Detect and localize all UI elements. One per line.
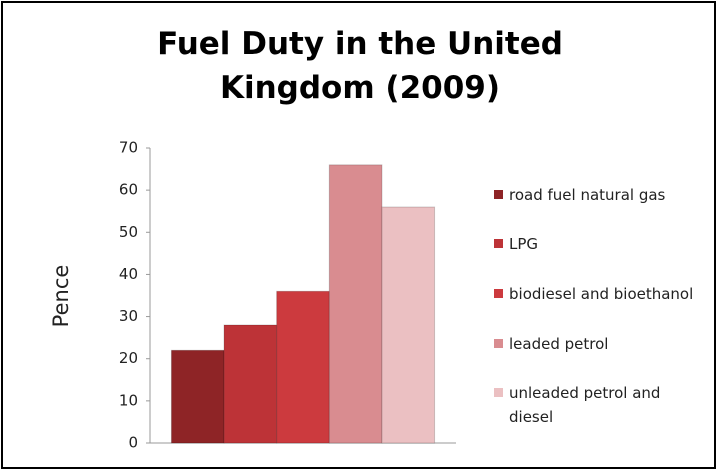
y-tick-label: 60: [119, 181, 138, 199]
legend-item: biodiesel and bioethanol: [492, 282, 707, 306]
legend-swatch: [494, 288, 503, 298]
y-tick-label: 20: [119, 349, 138, 367]
legend-item: leaded petrol: [492, 332, 707, 356]
bar: [276, 290, 330, 444]
y-axis-title: Pence: [49, 265, 73, 328]
legend-label: unleaded petrol and diesel: [509, 384, 661, 427]
y-tick-label: 30: [119, 307, 138, 325]
legend-label: biodiesel and bioethanol: [509, 284, 694, 303]
legend-swatch: [494, 388, 503, 398]
legend-item: unleaded petrol and diesel: [492, 381, 707, 429]
legend-label: leaded petrol: [509, 334, 609, 353]
y-tick-label: 70: [119, 139, 138, 157]
legend-swatch: [494, 189, 503, 199]
legend: road fuel natural gas LPG biodiesel and bi…: [492, 170, 707, 442]
bar: [170, 349, 225, 444]
y-tick-label: 40: [119, 265, 138, 283]
legend-label: LPG: [509, 235, 539, 254]
y-tick-label: 0: [128, 434, 138, 452]
y-tick-label: 50: [119, 223, 138, 241]
legend-swatch: [494, 239, 503, 249]
y-tick-label: 10: [119, 391, 138, 409]
bar: [223, 324, 278, 444]
legend-label: road fuel natural gas: [509, 185, 666, 204]
bar: [381, 206, 436, 444]
legend-item: LPG: [492, 232, 707, 256]
bar: [328, 164, 383, 444]
legend-swatch: [494, 338, 503, 348]
legend-item: road fuel natural gas: [492, 183, 707, 207]
chart-title: Fuel Duty in the United Kingdom (2009): [157, 26, 563, 106]
